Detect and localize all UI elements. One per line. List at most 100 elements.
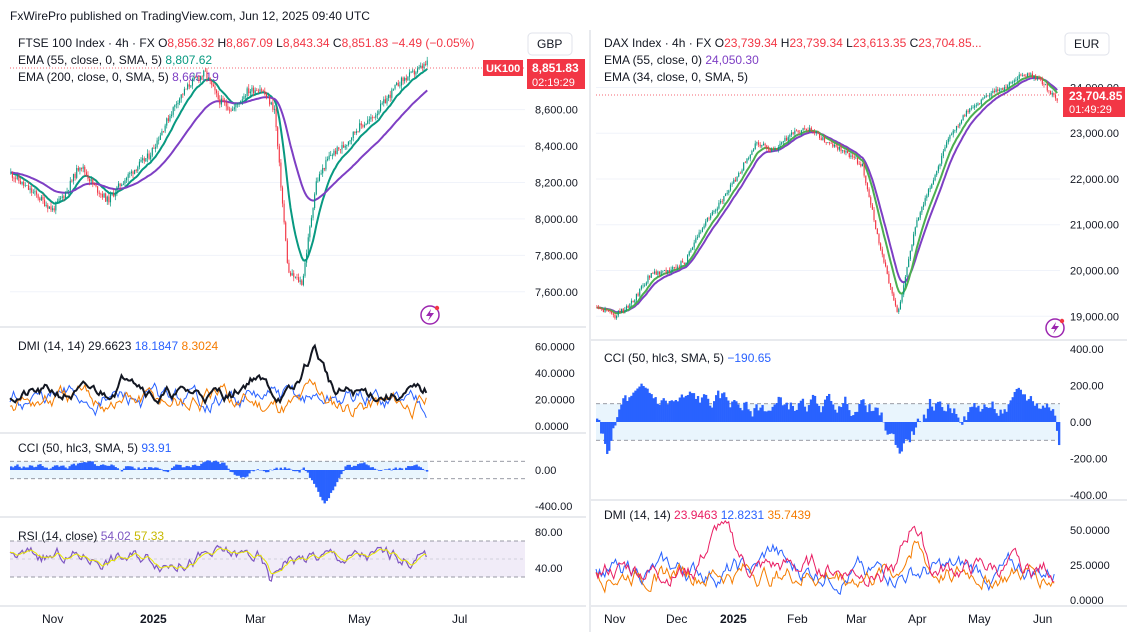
cci-bar	[340, 470, 343, 475]
cci-bar	[185, 465, 188, 470]
candle-body	[932, 180, 935, 184]
candle-body	[193, 77, 195, 79]
candle-body	[314, 194, 316, 209]
candle-body	[934, 175, 936, 181]
candle-body	[975, 104, 977, 106]
candle-body	[1026, 73, 1029, 77]
cci-bar	[1041, 405, 1045, 422]
candle-body	[105, 193, 107, 202]
candle-body	[688, 251, 690, 256]
candle-body	[678, 266, 680, 268]
cci-bar	[771, 406, 774, 422]
price-tag	[1063, 87, 1125, 117]
candle-body	[789, 134, 791, 137]
cci-bar	[93, 464, 96, 470]
cci-bar	[749, 411, 752, 422]
cci-bar	[932, 410, 936, 422]
candle-body	[101, 193, 104, 198]
cci-bar	[239, 470, 243, 478]
candle-body	[1040, 77, 1042, 80]
cci-bar	[1047, 407, 1051, 422]
price-axis-tick: 8,400.00	[535, 141, 578, 153]
candle-body	[683, 262, 685, 265]
candle-body	[307, 237, 309, 254]
candle-body	[856, 157, 859, 164]
candle-body	[805, 128, 807, 131]
cci-bar	[902, 422, 905, 444]
candle-body	[179, 98, 181, 104]
cci-bar	[51, 466, 55, 470]
candle-body	[657, 271, 659, 275]
cci-bar	[26, 467, 30, 470]
candle-body	[609, 311, 611, 313]
cci-bar	[219, 463, 222, 470]
cci-bar	[614, 422, 617, 426]
candle-body	[355, 131, 358, 133]
cci-bar	[336, 470, 339, 483]
cci-bar	[145, 469, 149, 470]
dmi-red-line	[595, 520, 1055, 587]
candle-body	[367, 120, 369, 124]
cci-bar	[733, 400, 736, 422]
candle-body	[187, 84, 189, 89]
cci-bar	[610, 422, 613, 441]
candle-body	[660, 271, 662, 275]
candle-body	[64, 192, 67, 198]
candle-body	[251, 87, 253, 92]
candle-body	[375, 115, 377, 118]
cci-bar	[698, 402, 702, 422]
cci-bar	[702, 394, 706, 422]
candle-body	[601, 308, 603, 310]
candle-body	[106, 196, 108, 202]
cci-bar	[352, 465, 356, 470]
candle-body	[198, 77, 200, 81]
cci-bar	[1033, 405, 1037, 422]
candle-body	[298, 277, 300, 282]
candle-body	[135, 169, 137, 171]
candle-body	[718, 202, 720, 209]
candle-body	[228, 109, 231, 111]
candle-body	[891, 287, 893, 294]
candle-body	[288, 262, 290, 273]
cci-bar	[252, 470, 255, 472]
candle-body	[596, 307, 598, 308]
cci-bar	[55, 465, 59, 470]
cci-bar	[924, 418, 928, 422]
cci-bar	[908, 422, 912, 443]
candle-body	[635, 293, 638, 301]
cci-bar	[196, 465, 199, 470]
cci-bar	[1031, 401, 1035, 422]
candle-body	[175, 104, 177, 105]
candle-body	[224, 101, 226, 103]
cci-bar	[910, 422, 914, 432]
rsi-axis-tick: 80.00	[535, 527, 563, 539]
candle-body	[977, 103, 979, 105]
cci-bar	[225, 465, 228, 470]
cci-bar	[101, 464, 105, 470]
cci-bar	[112, 465, 115, 470]
candle-body	[941, 155, 943, 164]
cci-bar	[306, 470, 310, 473]
candle-body	[191, 78, 194, 86]
cci-bar	[747, 409, 750, 422]
candle-body	[599, 307, 601, 309]
candle-body	[21, 181, 23, 185]
candle-body	[370, 117, 372, 120]
cci-bar	[965, 420, 968, 422]
candle-body	[919, 212, 921, 218]
candle-body	[893, 293, 895, 301]
candle-body	[627, 305, 629, 308]
cci-axis-tick: -400.00	[535, 501, 572, 513]
candle-body	[331, 155, 333, 156]
cci-bar	[864, 405, 867, 422]
candle-body	[1028, 73, 1030, 75]
cci-bar	[916, 418, 920, 422]
cci-bar	[809, 399, 813, 422]
cci-bar	[359, 463, 362, 470]
cci-bar	[78, 462, 82, 470]
cci-bar	[787, 409, 790, 422]
cci-bar	[1017, 387, 1020, 422]
cci-bar	[396, 469, 400, 470]
candle-body	[706, 217, 708, 222]
candle-body	[647, 275, 649, 283]
